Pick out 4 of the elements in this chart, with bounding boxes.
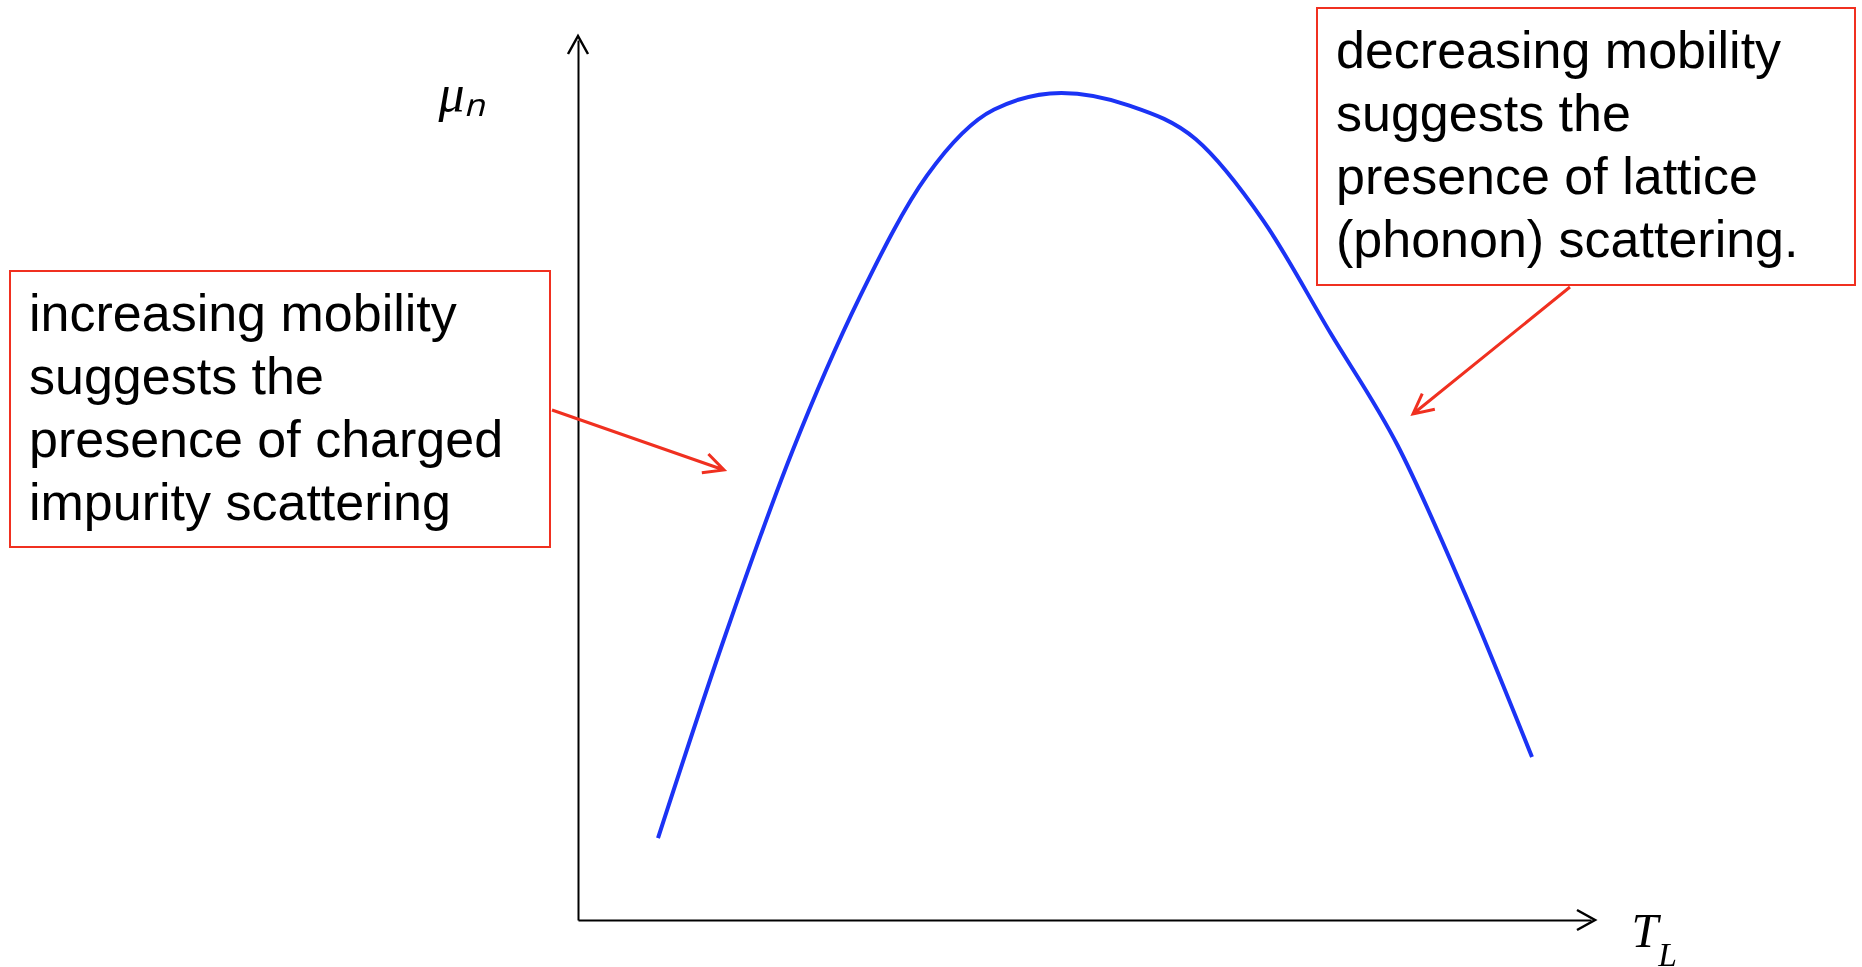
annotation: decreasing mobility suggests the presence of lattice (phonon) scattering.	[1316, 7, 1856, 286]
text: increasing mobility suggests the presence of charged impurity scattering	[9, 270, 551, 548]
x-axis-title: T$_{L}$	[1631, 903, 1677, 967]
y-axis-title: μₙ	[437, 64, 486, 122]
